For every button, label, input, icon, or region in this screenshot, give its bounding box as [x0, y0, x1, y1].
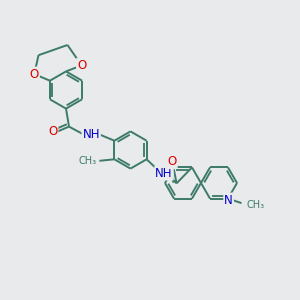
Text: O: O [167, 155, 177, 168]
Text: O: O [30, 68, 39, 81]
Text: CH₃: CH₃ [79, 156, 97, 166]
Text: NH: NH [155, 167, 173, 180]
Text: O: O [48, 125, 57, 139]
Text: NH: NH [82, 128, 100, 141]
Text: O: O [77, 59, 86, 72]
Text: CH₃: CH₃ [247, 200, 265, 210]
Text: N: N [224, 194, 233, 207]
